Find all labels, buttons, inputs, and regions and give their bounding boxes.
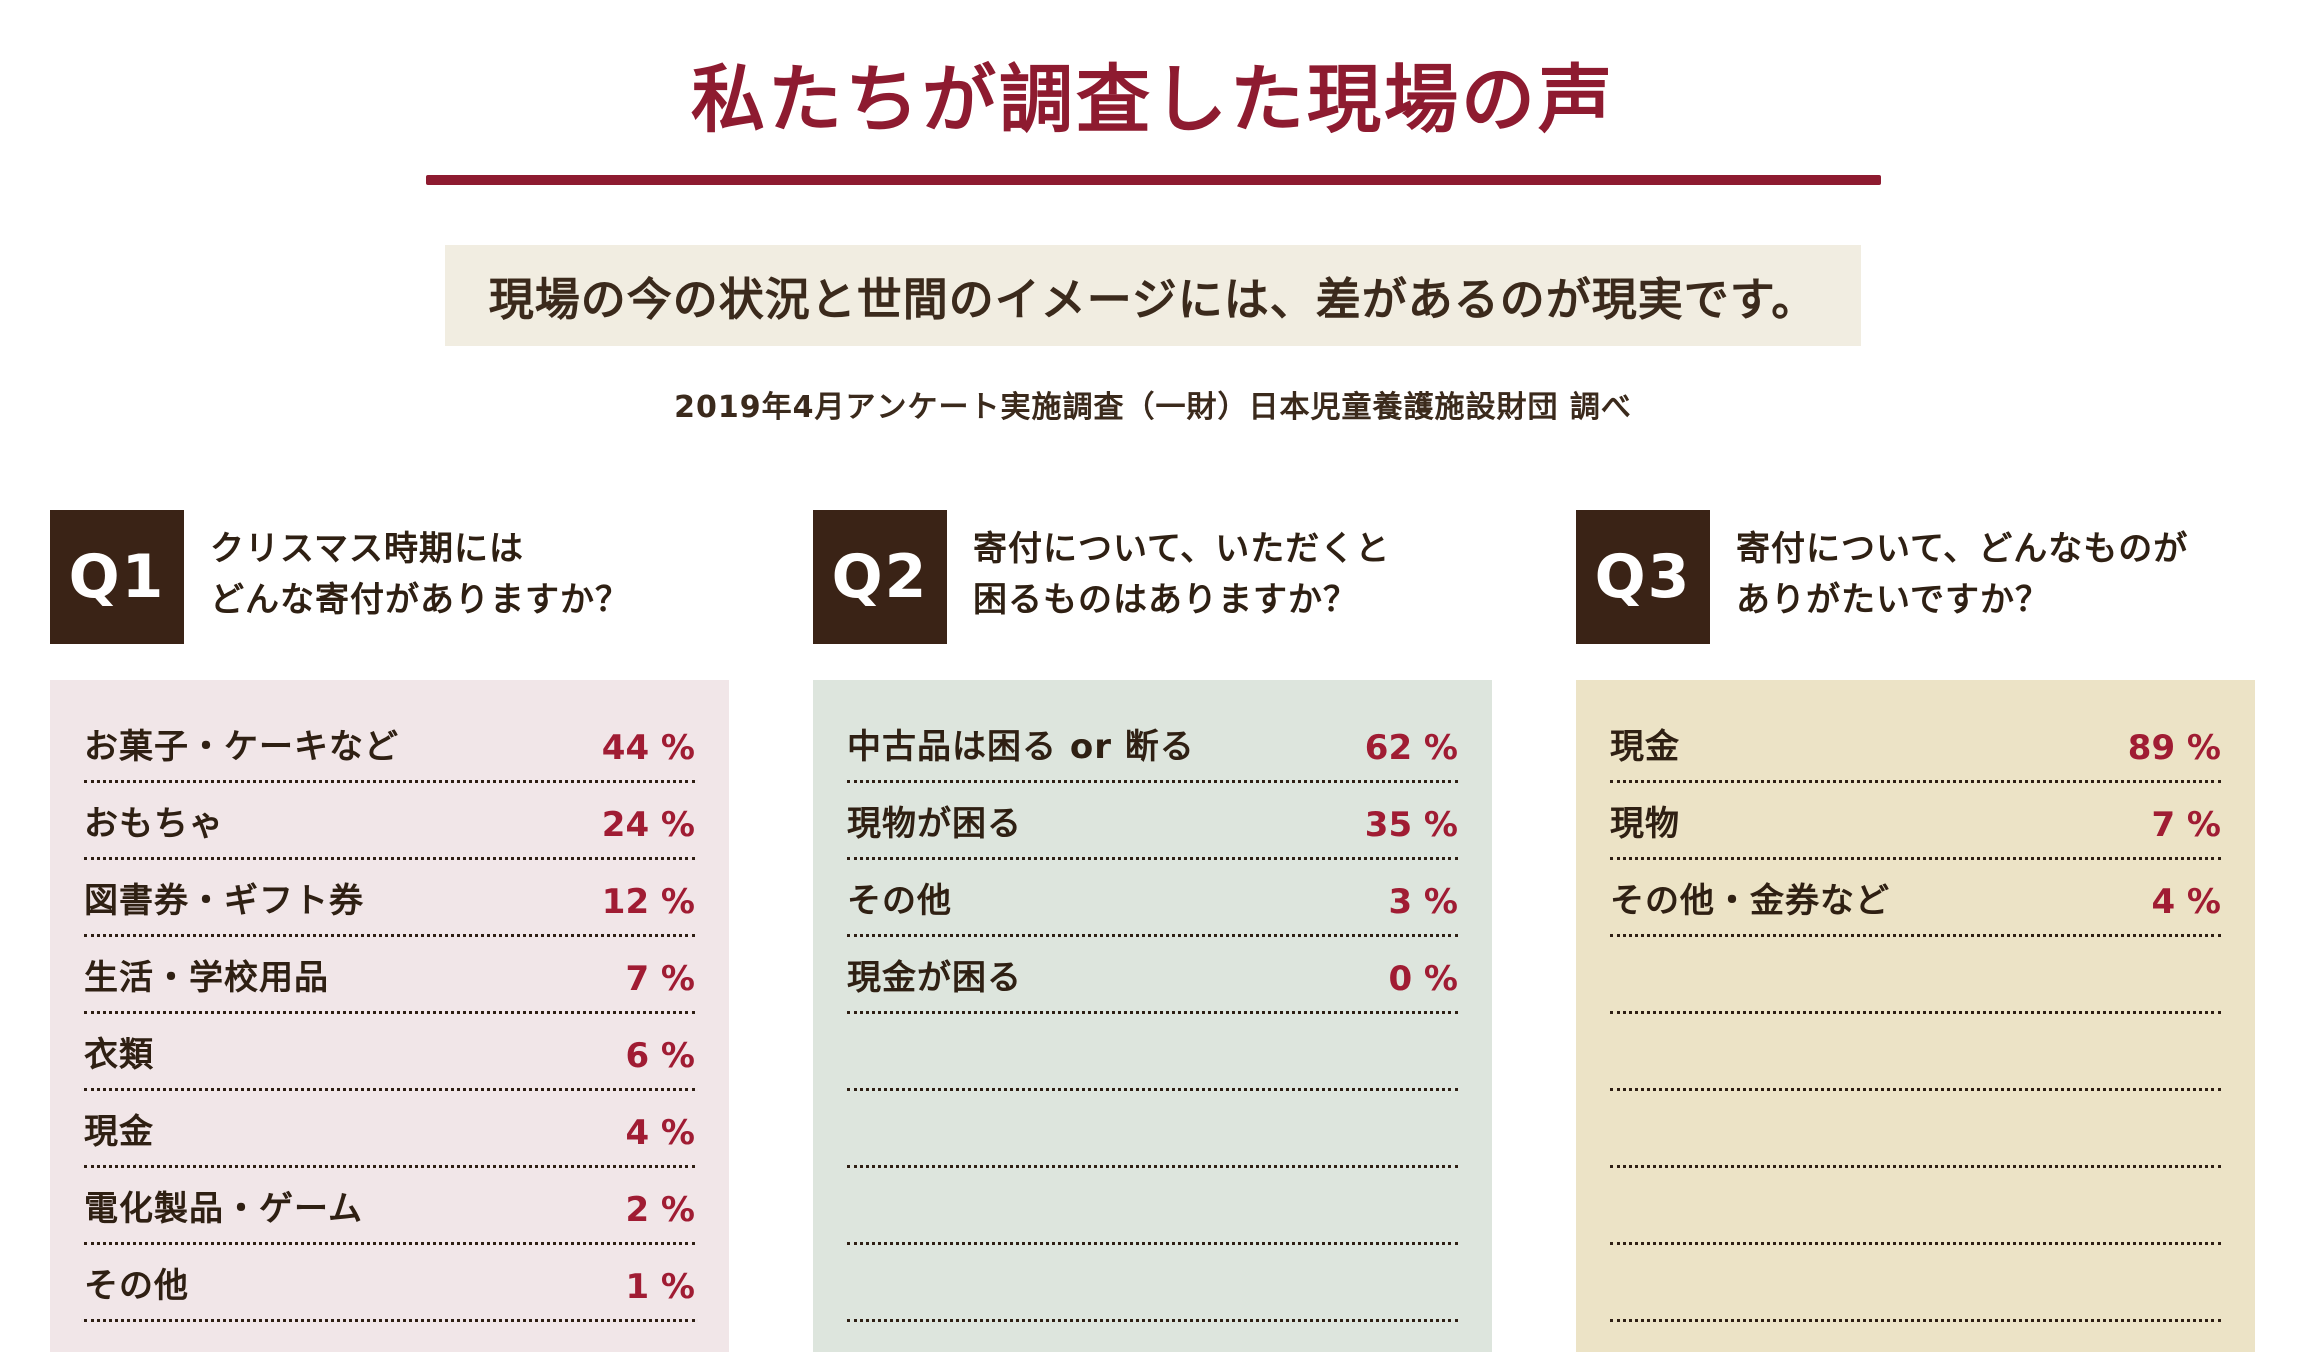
question-section-q1: Q1 クリスマス時期には どんな寄付がありますか？ お菓子・ケーキなど 44 %… <box>50 510 729 1352</box>
stat-label: 現物が困る <box>847 804 1022 844</box>
stat-row: 現物が困る 35 % <box>847 783 1458 860</box>
stat-row: 生活・学校用品 7 % <box>84 937 695 1014</box>
question-badge: Q2 <box>813 510 947 644</box>
empty-row <box>1610 1168 2221 1245</box>
empty-row <box>1610 1091 2221 1168</box>
stat-row: 電化製品・ゲーム 2 % <box>84 1168 695 1245</box>
stat-label: 現金が困る <box>847 958 1022 998</box>
stat-row: 現金が困る 0 % <box>847 937 1458 1014</box>
subtitle-wrap: 現場の今の状況と世間のイメージには、差があるのが現実です。 <box>50 245 2256 346</box>
empty-row <box>847 1091 1458 1168</box>
stat-row: お菓子・ケーキなど 44 % <box>84 706 695 783</box>
question-heading-line: 寄付について、いただくと <box>973 529 1391 569</box>
stat-value: 12 % <box>601 882 695 922</box>
stat-label: 現物 <box>1610 804 1680 844</box>
question-header: Q2 寄付について、いただくと 困るものはありますか？ <box>813 510 1492 644</box>
stat-value: 7 % <box>2151 805 2221 845</box>
stat-value: 89 % <box>2127 728 2221 768</box>
stat-value: 3 % <box>1388 882 1458 922</box>
question-badge: Q3 <box>1576 510 1710 644</box>
stat-value: 4 % <box>625 1113 695 1153</box>
question-heading: 寄付について、いただくと 困るものはありますか？ <box>973 510 1390 644</box>
page-title: 私たちが調査した現場の声 <box>691 57 1615 143</box>
question-heading-line: ありがたいですか？ <box>1736 580 2050 620</box>
question-heading-line: 寄付について、どんなものが <box>1736 529 2189 569</box>
source-note: 2019年4月アンケート実施調査（一財）日本児童養護施設財団 調べ <box>674 390 1632 425</box>
stat-value: 62 % <box>1364 728 1458 768</box>
question-heading: 寄付について、どんなものが ありがたいですか？ <box>1736 510 2188 644</box>
stat-row: その他 3 % <box>847 860 1458 937</box>
stat-label: その他 <box>84 1266 189 1306</box>
question-header: Q3 寄付について、どんなものが ありがたいですか？ <box>1576 510 2255 644</box>
stat-row: 衣類 6 % <box>84 1014 695 1091</box>
question-heading-line: 困るものはありますか？ <box>973 580 1358 620</box>
results-panel-q3: 現金 89 % 現物 7 % その他・金券など 4 % <box>1576 680 2255 1352</box>
question-heading: クリスマス時期には どんな寄付がありますか？ <box>210 510 630 644</box>
stat-row: その他・金券など 4 % <box>1610 860 2221 937</box>
stat-value: 44 % <box>601 728 695 768</box>
subtitle-banner: 現場の今の状況と世間のイメージには、差があるのが現実です。 <box>444 245 1862 346</box>
stat-row: 現物 7 % <box>1610 783 2221 860</box>
stat-value: 35 % <box>1364 805 1458 845</box>
question-columns: Q1 クリスマス時期には どんな寄付がありますか？ お菓子・ケーキなど 44 %… <box>50 510 2256 1352</box>
stat-row: おもちゃ 24 % <box>84 783 695 860</box>
empty-row <box>847 1168 1458 1245</box>
empty-row <box>1610 1014 2221 1091</box>
stat-label: 生活・学校用品 <box>84 958 329 998</box>
empty-row <box>1610 1245 2221 1322</box>
empty-row <box>847 1245 1458 1322</box>
stat-label: 現金 <box>84 1112 154 1152</box>
stat-label: 衣類 <box>84 1035 154 1075</box>
stat-row: 中古品は困る or 断る 62 % <box>847 706 1458 783</box>
question-section-q2: Q2 寄付について、いただくと 困るものはありますか？ 中古品は困る or 断る… <box>813 510 1492 1352</box>
stat-label: おもちゃ <box>84 804 224 844</box>
stat-value: 7 % <box>625 959 695 999</box>
stat-value: 4 % <box>2151 882 2221 922</box>
question-header: Q1 クリスマス時期には どんな寄付がありますか？ <box>50 510 729 644</box>
question-section-q3: Q3 寄付について、どんなものが ありがたいですか？ 現金 89 % 現物 7 … <box>1576 510 2255 1352</box>
stat-value: 6 % <box>625 1036 695 1076</box>
stat-row: 図書券・ギフト券 12 % <box>84 860 695 937</box>
results-panel-q2: 中古品は困る or 断る 62 % 現物が困る 35 % その他 3 % 現金が… <box>813 680 1492 1352</box>
stat-label: 電化製品・ゲーム <box>84 1189 363 1229</box>
stat-label: 中古品は困る or 断る <box>847 727 1195 767</box>
empty-row <box>847 1014 1458 1091</box>
stat-label: 図書券・ギフト券 <box>84 881 364 921</box>
stat-row: 現金 4 % <box>84 1091 695 1168</box>
stat-label: その他・金券など <box>1610 881 1890 921</box>
stat-label: お菓子・ケーキなど <box>84 727 399 767</box>
results-panel-q1: お菓子・ケーキなど 44 % おもちゃ 24 % 図書券・ギフト券 12 % 生… <box>50 680 729 1352</box>
title-underline <box>425 175 1881 185</box>
empty-row <box>1610 937 2221 1014</box>
stat-label: その他 <box>847 881 952 921</box>
stat-row: 現金 89 % <box>1610 706 2221 783</box>
stat-label: 現金 <box>1610 727 1680 767</box>
question-badge: Q1 <box>50 510 184 644</box>
stat-value: 0 % <box>1388 959 1458 999</box>
stat-value: 24 % <box>601 805 695 845</box>
stat-row: その他 1 % <box>84 1245 695 1322</box>
stat-value: 2 % <box>625 1190 695 1230</box>
question-heading-line: どんな寄付がありますか？ <box>210 580 630 620</box>
stat-value: 1 % <box>625 1267 695 1307</box>
question-heading-line: クリスマス時期には <box>210 529 524 569</box>
